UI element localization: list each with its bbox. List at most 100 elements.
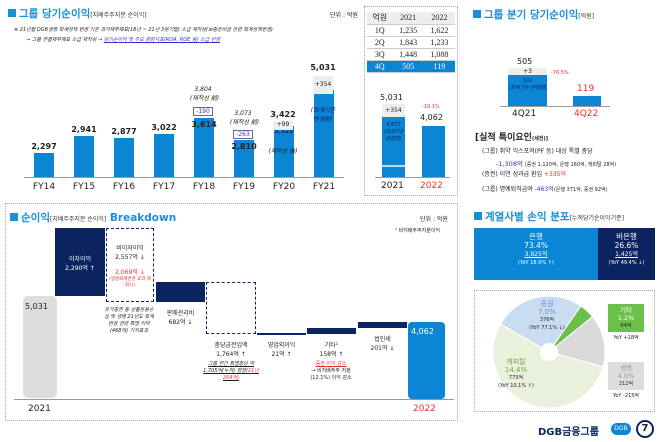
bar-value: 2,297 xyxy=(31,142,57,152)
prov-note: 그룹 연간 특별충당 약 1,705억(누적) 영향(21년 204억) xyxy=(203,361,259,381)
bar-value: 2,941 xyxy=(71,125,97,135)
q21-base: 502 (회계기준 변경前) xyxy=(508,78,547,91)
x-4q22: 4Q22 xyxy=(574,109,599,119)
q-change: -76.5% xyxy=(551,70,569,76)
fy19-restated: 3,073 (재작성 前) xyxy=(230,110,260,126)
factor-3: (그룹) 명예퇴직급여 -463억(은행 371억, 증권 92억) xyxy=(482,186,608,193)
bar-end xyxy=(408,322,445,399)
prov-bar xyxy=(206,282,256,334)
fy21-total: 5,031 xyxy=(310,63,336,72)
fy21-diff: +354 xyxy=(313,76,333,94)
tax-label: 법인세 201억 ↓ xyxy=(370,336,395,352)
bar-4q21 xyxy=(508,75,547,106)
bar-FY15 xyxy=(74,136,94,177)
q21-total: 505 xyxy=(517,57,533,66)
nonbank-block: 비은행 26.6% 1,425억 (YoY 49.4% ↓) xyxy=(598,228,655,280)
dgb-logo: DGB xyxy=(611,423,631,435)
bar-4q22 xyxy=(573,96,601,106)
axis xyxy=(14,399,454,400)
quarter-panel xyxy=(364,6,458,196)
x-label: FY15 xyxy=(72,182,96,192)
factor-2: (증권) 이연 성과급 환입 +335억 xyxy=(482,171,567,178)
axis xyxy=(375,177,450,178)
fy20-total: 3,422 xyxy=(270,110,296,119)
th: 2021 xyxy=(392,12,424,25)
bar-FY17 xyxy=(154,134,174,177)
life-legend: 생명 4.0% 212억 xyxy=(608,362,644,390)
footnote: ¹ 비지배주주지분이익 xyxy=(395,228,440,234)
sga-bar xyxy=(156,282,205,302)
y2021-diff: +354 xyxy=(382,104,405,117)
fy20-note: (재작성 後) xyxy=(268,148,298,155)
breakdown-title: 순이익[지배주주지분 순이익] Breakdown xyxy=(10,210,176,225)
bar-start xyxy=(23,296,57,398)
etc-legend: 기타 1.2% 64억 xyxy=(608,304,644,332)
fy18-restated: 3,804 (재작성 前) xyxy=(190,86,220,102)
nonint-note: 유가증권 등 상품운용손실 및 생명 21년도 회계 변경 관련 특별 이익(4… xyxy=(104,307,154,334)
fy19-diff: -263 xyxy=(233,130,253,139)
life-yoy: YoY -215억 xyxy=(612,393,640,399)
affiliates-title: 계열사별 손익 분포[누적당기순이익기준] xyxy=(474,209,624,224)
x-label: FY18 xyxy=(192,182,216,192)
pie-panel xyxy=(474,290,655,412)
bar-FY20 xyxy=(274,126,294,177)
bar-2022 xyxy=(422,126,445,177)
x-2022: 2022 xyxy=(413,404,436,414)
th: 억원 xyxy=(367,12,393,25)
etc-yoy: YoY +18억 xyxy=(613,335,639,341)
sec-label: 증권 7.0% 376억 (YoY 77.1% ↓) xyxy=(529,300,565,331)
note: ※ 21년말 DGB생명 회계정책 변경 기준 과거재무제표(18년 ~ 21년… xyxy=(14,27,273,33)
breakdown-panel xyxy=(5,203,458,421)
x-label: FY21 xyxy=(312,182,336,192)
bank-block: 은행 73.4% 3,925억 (YoY 18.9% ↑) xyxy=(474,228,598,280)
th: 2022 xyxy=(423,12,455,25)
factor-1: (그룹) 취약 익스포져(PF 등) 대상 특별 충당 xyxy=(482,148,593,155)
annual-title: 그룹 당기순이익[지배주주지분 순이익] xyxy=(8,6,147,21)
nonop-bar xyxy=(257,333,306,335)
factor-1-value: -1,308억 (증권 1,120억, 은행 160억, 캐피탈 28억) xyxy=(496,160,617,168)
q21-diff: +3 xyxy=(508,68,547,75)
pie-slice-생명 xyxy=(547,316,606,368)
axis xyxy=(24,177,344,178)
bar-2021 xyxy=(382,117,405,177)
bar-FY16 xyxy=(114,137,134,177)
pie-slice-증권 xyxy=(499,295,582,353)
x-2021: 2021 xyxy=(381,181,404,191)
y-change: -19.1% xyxy=(422,104,440,110)
break xyxy=(382,165,405,167)
bar-FY21 xyxy=(314,90,334,177)
pie-chart xyxy=(492,295,606,409)
brand: DGB금융그룹 xyxy=(538,427,599,438)
x-label: FY16 xyxy=(112,182,136,192)
nonop-label: 영업외이익 21억 ↑ xyxy=(267,342,296,358)
fy20-diff: +99 xyxy=(273,121,293,130)
pie-hole xyxy=(540,343,558,361)
bar-value: 2,877 xyxy=(111,126,137,136)
bar-FY19 xyxy=(234,139,254,177)
y2022-total: 4,062 xyxy=(420,113,443,122)
fy18-diff: -190 xyxy=(193,107,213,116)
nonint-bar: 비이자이익 2,557억 ↓ 2,069억 ↓ (생명회계변경 효과 제외시) xyxy=(106,228,154,302)
end-value: 4,062 xyxy=(411,327,434,336)
bar-value: 3,614 xyxy=(191,120,217,130)
quarterly-title: 그룹 분기 당기순이익[억원] xyxy=(473,7,594,22)
bar-FY18 xyxy=(194,118,214,177)
unit: 단위 : 억원 xyxy=(330,12,358,19)
annual-chart: 2,297 FY14 2,941 FY15 2,877 FY16 3,022 FY17 3,61… xyxy=(0,0,365,200)
factors-title: [실적 특이요인(세전)] xyxy=(475,133,548,143)
cap-label: 캐피탈 14.4% 773억 (YoY 10.1% ↑) xyxy=(498,358,534,389)
x-label: FY19 xyxy=(232,182,256,192)
start-value: 5,031 xyxy=(25,302,48,311)
x-label: FY17 xyxy=(152,182,176,192)
note: → 그룹 연결재무제표 소급 재작성 → 당기순이익 및 주요 경영지표(ROA… xyxy=(26,37,221,43)
pie-slice-캐피탈 xyxy=(492,323,604,409)
x-4q21: 4Q21 xyxy=(512,109,537,119)
quarter-table: 억원 2021 2022 1Q 1,235 1,622 2Q 1,843 1,233 3Q 1… xyxy=(367,12,455,73)
other-note: 증권 이익 감소 → 비지배주주 지분(12.1%) 이익 감소 xyxy=(310,361,352,381)
interest-bar: 이자이익 2,290억 ↑ xyxy=(55,228,105,296)
q22-total: 119 xyxy=(577,84,595,94)
bar-value: 3,323 xyxy=(274,128,294,136)
bar-value: 3,022 xyxy=(151,123,177,133)
y2021-total: 5,031 xyxy=(380,93,403,102)
y2021-base: 4,677 (회계기준 변경前) xyxy=(383,122,404,142)
